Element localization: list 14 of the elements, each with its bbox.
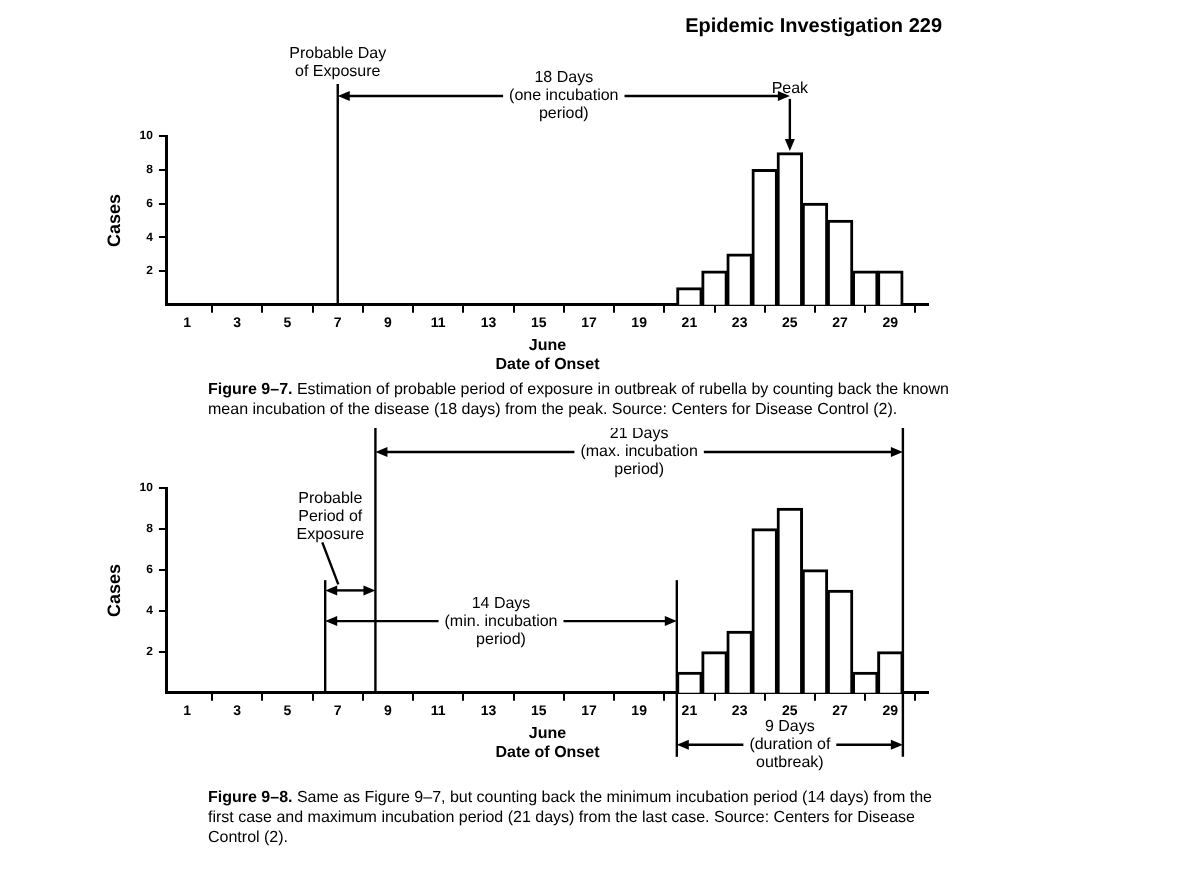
text: Epidemic Investigation 229 [683,16,944,40]
text: 9 Days (duration of outbreak) [749,717,832,772]
caption: Figure 9–8. Same as Figure 9–7, but counting back the minimum incubation period (14 days) from the first case and maximum incubation period (21 days) from the last case. Source: Centers for Disease Control (2). [208,788,932,846]
ref-line-label: Probable Day of Exposure [289,44,387,81]
x-axis-title: June Date of Onset [495,723,601,761]
text: 18 Days (one incubation period) [509,68,619,123]
caption: Figure 9–7. Estimation of probable period of exposure in outbreak of rubella by counting back the known mean incubation of the disease (18 days) from the peak. Source: Centers for Disease Control (2). [208,380,949,418]
annotation: Peak [771,79,811,98]
text: 21 Days (max. incubation period) [580,424,698,479]
y-axis-title: Cases [103,193,124,247]
annotation: Probable Period of Exposure [296,488,366,543]
annotation: 14 Days (min. incubation period) [444,593,558,648]
x-axis-title: June Date of Onset [495,335,601,373]
y-axis-title: Cases [103,563,124,617]
